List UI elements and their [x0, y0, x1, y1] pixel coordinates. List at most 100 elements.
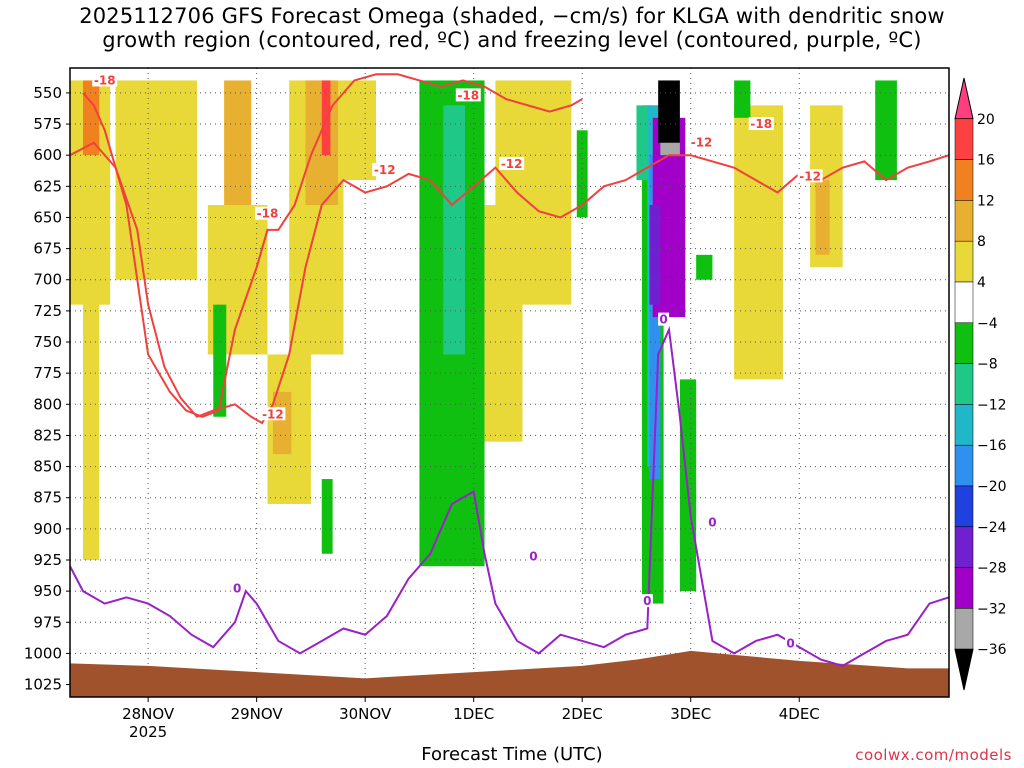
y-tick-label-8: 750 [33, 333, 62, 351]
colorbar-swatch-6 [954, 322, 974, 364]
x-tick-label-0: 28NOV [122, 705, 175, 723]
y-tick-label-16: 950 [33, 582, 62, 600]
contour-label-bg-4 [260, 407, 286, 421]
contour-label-4: -12 [262, 407, 284, 421]
colorbar-swatch-13 [954, 608, 974, 650]
omega-region-17 [495, 80, 572, 305]
omega-region-32 [815, 180, 830, 255]
x-tick-sublabel-0: 2025 [129, 723, 167, 741]
colorbar-swatch-0 [954, 77, 974, 120]
y-tick-label-17: 975 [33, 613, 62, 631]
omega-region-26 [658, 80, 680, 143]
omega-region-30 [734, 80, 751, 118]
x-tick-label-5: 3DEC [670, 705, 711, 723]
y-tick-label-14: 900 [33, 520, 62, 538]
contour-label-8: -12 [799, 169, 821, 183]
colorbar-label-5: −4 [977, 316, 998, 332]
colorbar-swatch-10 [954, 485, 974, 528]
contour-label-bg-1 [255, 206, 281, 220]
y-tick-label-0: 550 [33, 84, 62, 102]
colorbar-label-12: −32 [977, 601, 1007, 617]
colorbar-label-1: 16 [977, 153, 995, 169]
contour-label-bg-0 [92, 73, 118, 87]
colorbar-swatch-11 [954, 526, 974, 568]
contour-label-11: 0 [659, 313, 667, 327]
contour-label-14: 0 [786, 636, 794, 650]
colorbar-label-8: −16 [977, 438, 1007, 454]
omega-region-12 [343, 80, 377, 181]
chart-title: 2025112706 GFS Forecast Omega (shaded, −… [0, 4, 1024, 52]
omega-shading-layer [70, 80, 897, 604]
contour-label-7: -12 [691, 136, 713, 150]
colorbar-swatch-1 [954, 118, 974, 160]
colorbar-label-7: −12 [977, 397, 1007, 413]
omega-region-3 [115, 80, 197, 280]
colorbar-swatch-4 [954, 240, 974, 283]
omega-region-28 [696, 254, 713, 280]
colorbar-label-9: −20 [977, 479, 1007, 495]
contour-label-2: -18 [457, 88, 479, 102]
y-tick-label-11: 825 [33, 426, 62, 444]
omega-region-2 [83, 155, 100, 560]
colorbar-swatch-2 [954, 159, 974, 201]
contour-label-1: -18 [257, 207, 279, 221]
omega-region-29 [734, 105, 783, 380]
contour-label-bg-7 [689, 135, 715, 149]
contour-label-6: -12 [501, 157, 523, 171]
colorbar-swatch-9 [954, 444, 974, 487]
colorbar-swatch-7 [954, 363, 974, 405]
x-tick-label-1: 29NOV [231, 705, 284, 723]
y-tick-label-18: 1000 [24, 644, 62, 662]
colorbar-label-10: −24 [977, 520, 1007, 536]
contour-label-12: 0 [708, 516, 716, 530]
colorbar-label-0: 20 [977, 112, 995, 128]
omega-region-8 [272, 391, 292, 455]
omega-region-22 [649, 155, 661, 480]
omega-region-13 [321, 479, 333, 554]
contour-label-layer: -18 -18 -18 -18 -12 -12 -12 -12 -12 0 0 0 0 0 0 [92, 73, 823, 650]
omega-region-15 [443, 105, 466, 355]
colorbar-label-13: −36 [977, 642, 1007, 658]
colorbar-swatch-12 [954, 567, 974, 609]
contour-label-bg-5 [372, 163, 398, 177]
contour-label-5: -12 [374, 163, 396, 177]
x-tick-label-2: 30NOV [339, 705, 392, 723]
contour-label-bg-12 [706, 515, 718, 529]
chart-title-line-2: growth region (contoured, red, ºC) and f… [102, 28, 922, 52]
y-axis: 550 575 600 625 650 675 700 725 750 775 800 825 850 8… [24, 84, 70, 694]
chart-title-line-1: 2025112706 GFS Forecast Omega (shaded, −… [79, 4, 945, 28]
source-credit[interactable]: coolwx.com/models [855, 746, 1012, 764]
colorbar-swatch-5 [954, 281, 974, 324]
y-tick-label-1: 575 [33, 115, 62, 133]
y-tick-label-7: 725 [33, 302, 62, 320]
contour-label-9: 0 [233, 582, 241, 596]
y-tick-label-2: 600 [33, 146, 62, 164]
contour-line-0 [82, 73, 583, 418]
plot-frame [69, 67, 950, 698]
y-tick-label-19: 1025 [24, 676, 62, 694]
colorbar-swatch-14 [954, 648, 974, 691]
omega-region-1 [83, 80, 100, 156]
y-tick-label-15: 925 [33, 551, 62, 569]
x-tick-label-6: 4DEC [779, 705, 820, 723]
contour-label-0: -18 [94, 73, 116, 87]
y-tick-label-6: 700 [33, 271, 62, 289]
x-tick-label-4: 2DEC [562, 705, 603, 723]
omega-region-6 [213, 304, 227, 417]
y-tick-label-12: 850 [33, 458, 62, 476]
contour-label-bg-2 [455, 88, 481, 102]
terrain-area [70, 650, 949, 697]
colorbar-swatch-3 [954, 200, 974, 242]
x-axis-title: Forecast Time (UTC) [421, 744, 603, 765]
colorbar-label-4: 4 [977, 275, 986, 291]
contour-label-bg-13 [641, 594, 653, 608]
y-tick-label-10: 800 [33, 395, 62, 413]
contour-label-bg-9 [231, 581, 243, 595]
omega-region-4 [224, 80, 252, 206]
colorbar-label-6: −8 [977, 357, 998, 373]
y-tick-label-13: 875 [33, 489, 62, 507]
colorbar-label-2: 12 [977, 193, 995, 209]
contour-label-bg-14 [785, 636, 797, 650]
contour-line-1 [70, 141, 949, 425]
